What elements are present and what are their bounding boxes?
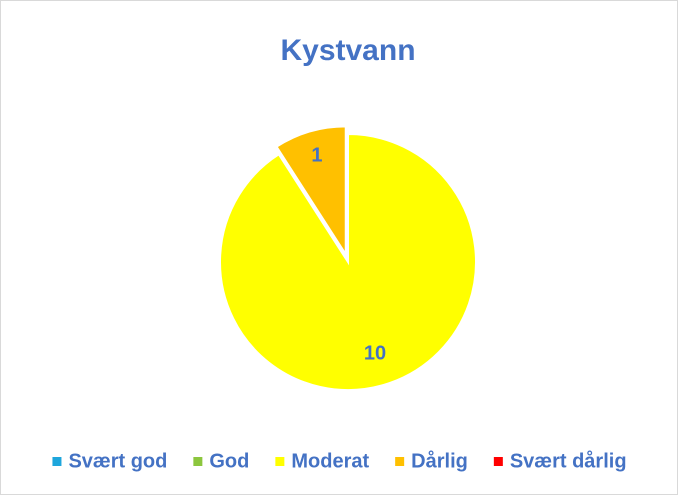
legend-label: Dårlig	[411, 449, 468, 472]
legend-swatch	[193, 457, 203, 466]
legend-swatch	[395, 457, 405, 466]
legend-label: Svært god	[68, 450, 167, 472]
data-label: 10	[364, 342, 386, 364]
pie-slice	[219, 132, 477, 391]
legend-swatch	[493, 457, 503, 466]
legend-label: Svært dårlig	[510, 449, 627, 472]
legend-swatch	[275, 457, 285, 466]
data-label: 1	[311, 144, 322, 166]
pie-slice	[275, 125, 347, 258]
legend-label: God	[209, 450, 249, 472]
chart-title: Kystvann	[280, 34, 415, 67]
legend: Svært god God Moderat Dårlig Svært dårlig	[52, 449, 627, 472]
legend-swatch	[52, 457, 62, 466]
legend-label: Moderat	[291, 450, 369, 472]
